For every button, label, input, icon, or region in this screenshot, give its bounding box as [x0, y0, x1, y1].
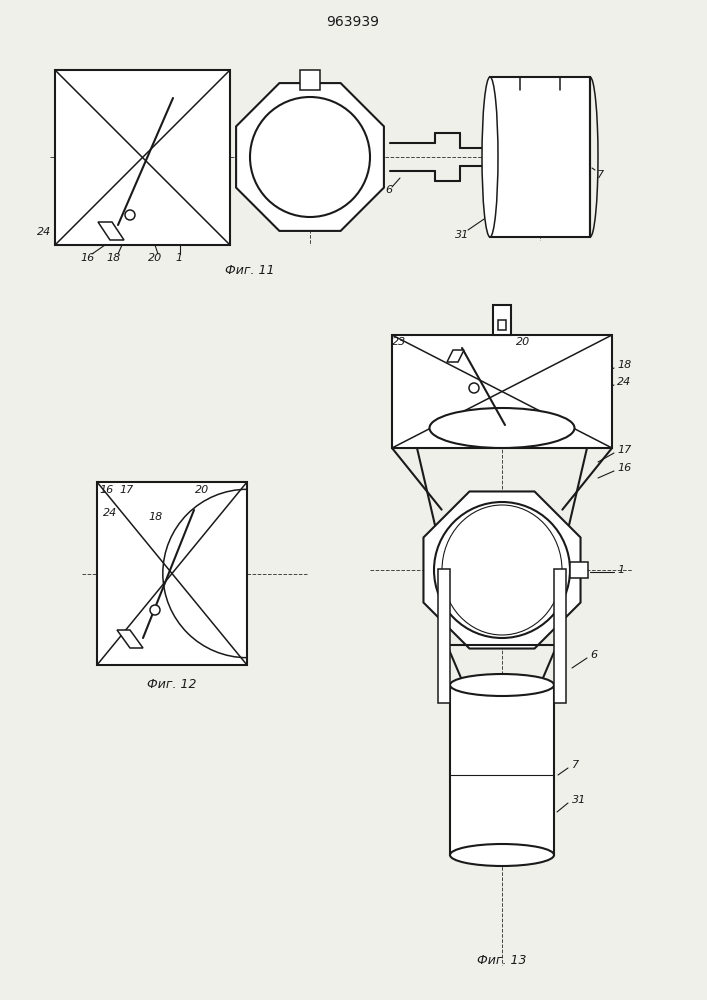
- Ellipse shape: [450, 674, 554, 696]
- Polygon shape: [423, 491, 580, 649]
- Text: 1: 1: [617, 565, 624, 575]
- Text: 963939: 963939: [327, 15, 380, 29]
- Polygon shape: [117, 630, 143, 648]
- Text: 24: 24: [617, 377, 631, 387]
- Bar: [438, 569, 450, 703]
- Text: 7: 7: [572, 760, 579, 770]
- Bar: [493, 305, 511, 335]
- Bar: [450, 685, 554, 855]
- Text: 20: 20: [148, 253, 162, 263]
- Text: 31: 31: [455, 230, 469, 240]
- Bar: [554, 569, 566, 703]
- Polygon shape: [447, 350, 464, 362]
- Text: Фиг. 13: Фиг. 13: [477, 954, 527, 966]
- Bar: [97, 482, 247, 665]
- Bar: [570, 562, 588, 578]
- Text: 16: 16: [99, 485, 113, 495]
- Text: 6: 6: [385, 185, 392, 195]
- Text: Фиг. 11: Фиг. 11: [226, 263, 275, 276]
- Bar: [392, 335, 612, 448]
- Ellipse shape: [482, 77, 498, 237]
- Text: 16: 16: [80, 253, 94, 263]
- Text: 20: 20: [195, 485, 209, 495]
- Text: 24: 24: [103, 508, 117, 518]
- Circle shape: [250, 97, 370, 217]
- Text: 16: 16: [617, 463, 631, 473]
- Bar: [490, 77, 590, 237]
- Text: 18: 18: [106, 253, 120, 263]
- Text: 31: 31: [572, 795, 586, 805]
- Text: 20: 20: [516, 337, 530, 347]
- Text: 18: 18: [148, 512, 162, 522]
- Text: 7: 7: [597, 170, 604, 180]
- Bar: [55, 70, 230, 245]
- Circle shape: [125, 210, 135, 220]
- Text: 17: 17: [119, 485, 133, 495]
- Text: 1: 1: [175, 253, 182, 263]
- Ellipse shape: [429, 408, 575, 448]
- Bar: [498, 320, 506, 330]
- Text: 24: 24: [37, 227, 51, 237]
- Text: 18: 18: [617, 360, 631, 370]
- Bar: [300, 70, 320, 90]
- Circle shape: [434, 502, 570, 638]
- Circle shape: [150, 605, 160, 615]
- Polygon shape: [98, 222, 124, 240]
- Text: 6: 6: [590, 650, 597, 660]
- Circle shape: [469, 383, 479, 393]
- Text: 23: 23: [392, 337, 407, 347]
- Ellipse shape: [450, 844, 554, 866]
- Polygon shape: [236, 83, 384, 231]
- Text: Фиг. 12: Фиг. 12: [147, 678, 197, 692]
- Text: 17: 17: [617, 445, 631, 455]
